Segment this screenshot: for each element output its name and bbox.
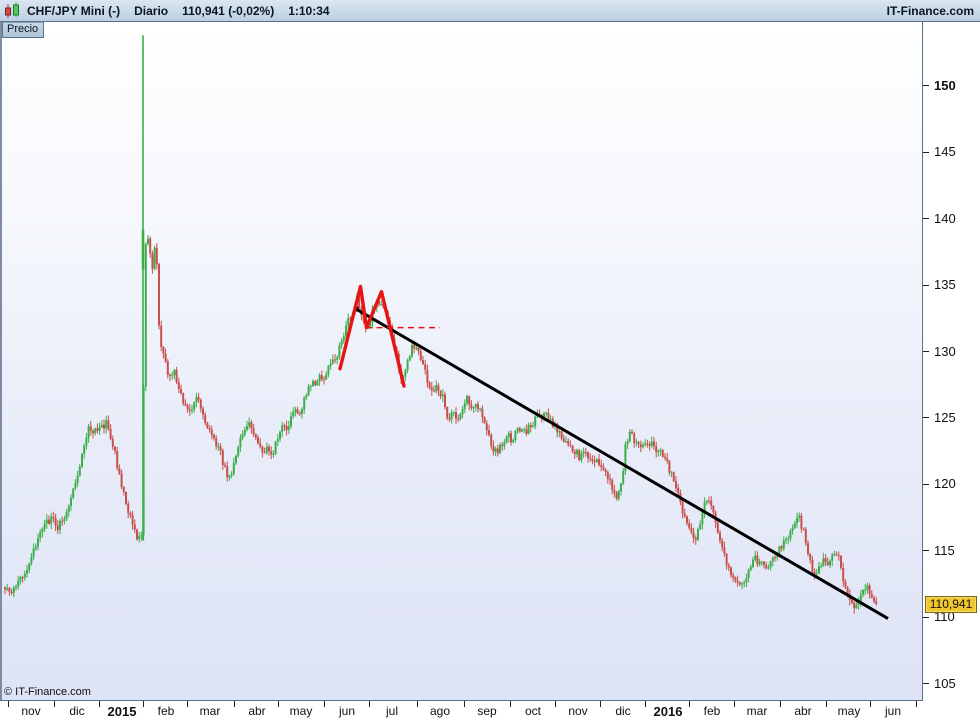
price-tick (923, 616, 929, 618)
price-tick (923, 151, 929, 153)
candles-svg[interactable] (0, 22, 923, 701)
time-tick (324, 701, 326, 707)
price-tick (923, 417, 929, 419)
session-time: 1:10:34 (288, 3, 330, 18)
time-tick (510, 701, 512, 707)
price-tick-label: 125 (934, 409, 956, 425)
time-tick (915, 701, 917, 707)
price-tick (923, 683, 929, 685)
last-price-box: 110,941 (925, 596, 977, 614)
time-tick (826, 701, 828, 707)
time-tick (417, 701, 419, 707)
price-tick-label: 120 (934, 476, 956, 492)
time-tick (8, 701, 10, 707)
time-tick (143, 701, 145, 707)
time-tick-label: ago (429, 704, 451, 718)
symbol-name: CHF/JPY Mini (-) (27, 3, 121, 18)
time-tick-label: may (837, 704, 861, 718)
time-tick (369, 701, 371, 707)
price-tick (923, 85, 929, 87)
time-tick (600, 701, 602, 707)
time-tick (234, 701, 236, 707)
time-tick (734, 701, 736, 707)
time-tick (780, 701, 782, 707)
price-tick-label: 145 (934, 144, 956, 160)
price-tick (923, 550, 929, 552)
time-tick-label: 2016 (653, 704, 683, 719)
time-tick-label: dic (69, 704, 85, 718)
time-tick (187, 701, 189, 707)
time-tick-label: feb (157, 704, 175, 718)
time-tick-label: dic (615, 704, 631, 718)
price-tick-label: 150 (934, 77, 956, 93)
time-tick-label: abr (794, 704, 812, 718)
plot-area[interactable]: © IT-Finance.com (0, 22, 923, 701)
time-tick (54, 701, 56, 707)
price-tick (923, 284, 929, 286)
price-tick (923, 483, 929, 485)
price-tick-label: 105 (934, 675, 956, 691)
time-tick-label: jun (338, 704, 355, 718)
time-tick-label: mar (746, 704, 768, 718)
time-tick-label: may (289, 704, 313, 718)
copyright-text: © IT-Finance.com (4, 686, 91, 698)
tab-precio[interactable]: Precio (2, 22, 45, 38)
titlebar: CHF/JPY Mini (-) Diario 110,941 (-0,02%)… (0, 0, 980, 22)
time-tick-label: sep (477, 704, 497, 718)
time-tick-label: oct (524, 704, 541, 718)
last-quote: 110,941 (-0,02%) (182, 3, 275, 18)
time-tick-label: abr (248, 704, 266, 718)
price-tick (923, 218, 929, 220)
candlestick-icon (4, 2, 21, 19)
time-tick-label: jun (884, 704, 901, 718)
time-tick-label: 2015 (107, 704, 137, 719)
timeframe-label: Diario (134, 3, 169, 18)
price-tick-label: 110 (934, 609, 955, 625)
price-axis[interactable]: 110,941 150 145 140 135 130 125 120 115 110 105 (923, 22, 980, 701)
time-tick-label: feb (703, 704, 721, 718)
time-tick-label: nov (568, 704, 588, 718)
time-tick-label: nov (21, 704, 41, 718)
price-tick-label: 115 (934, 542, 955, 558)
price-tick-label: 130 (934, 343, 956, 359)
time-axis[interactable]: nov dic 2015 feb mar abr may jun jul ago sep oct nov… (0, 701, 980, 720)
brand-text: IT-Finance.com (886, 3, 974, 18)
time-tick (870, 701, 872, 707)
price-tick-label: 135 (934, 277, 956, 293)
time-tick (464, 701, 466, 707)
time-tick-label: jul (385, 704, 398, 718)
time-tick (645, 701, 647, 707)
time-tick (555, 701, 557, 707)
time-tick (689, 701, 691, 707)
price-tick (923, 351, 929, 353)
time-tick-label: mar (199, 704, 221, 718)
time-tick (99, 701, 101, 707)
time-tick (278, 701, 280, 707)
price-tick-label: 140 (934, 210, 956, 226)
